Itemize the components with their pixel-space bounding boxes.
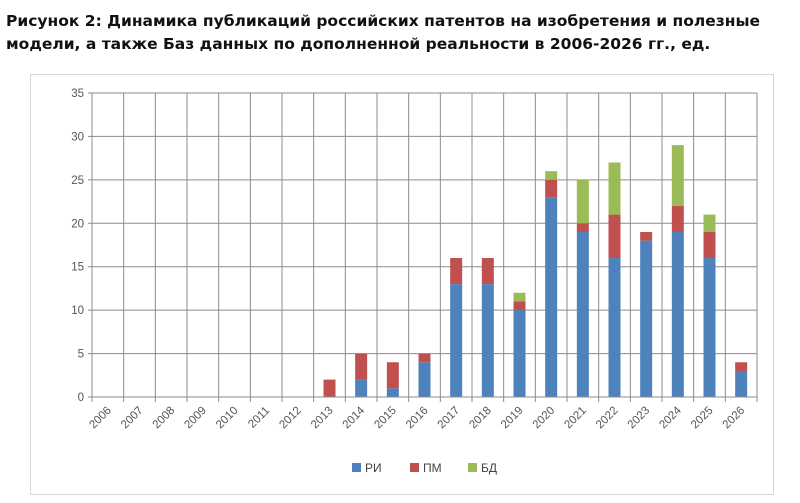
- bar-РИ-2020: [545, 197, 558, 397]
- y-tick-label: 0: [78, 392, 84, 404]
- legend-label: ПМ: [423, 461, 442, 475]
- x-tick-label: 2021: [562, 405, 589, 432]
- legend-swatch: [468, 463, 477, 472]
- x-tick-label: 2011: [246, 405, 272, 431]
- bar-ПМ-2020: [545, 179, 558, 198]
- x-tick-label: 2012: [277, 405, 304, 432]
- bar-РИ-2015: [386, 388, 399, 397]
- legend-swatch: [352, 463, 361, 472]
- bar-РИ-2017: [450, 284, 463, 397]
- bar-ПМ-2013: [323, 379, 336, 397]
- bar-РИ-2016: [418, 362, 431, 397]
- bar-РИ-2022: [608, 258, 621, 397]
- chart-title: Рисунок 2: Динамика публикаций российски…: [6, 12, 761, 53]
- x-tick-label: 2020: [531, 405, 558, 432]
- x-tick-label: 2009: [182, 405, 209, 432]
- x-tick-label: 2023: [626, 405, 653, 432]
- y-axis: 0 5 10 15 20 25 30 35: [71, 88, 93, 404]
- x-tick-label: 2025: [689, 405, 716, 432]
- bar-БД-2021: [576, 179, 589, 224]
- x-tick-label: 2022: [594, 405, 621, 432]
- bar-ПМ-2016: [418, 353, 431, 363]
- x-tick-label: 2016: [404, 405, 431, 432]
- bars: [323, 145, 748, 397]
- bar-ПМ-2019: [513, 301, 526, 311]
- x-tick-label: 2006: [87, 405, 114, 432]
- bar-РИ-2024: [671, 231, 684, 397]
- bar-ПМ-2021: [576, 223, 589, 232]
- y-tick-label: 5: [78, 349, 84, 361]
- bar-БД-2020: [545, 171, 558, 180]
- bar-РИ-2026: [735, 370, 748, 397]
- legend-swatch: [410, 463, 419, 472]
- y-tick-label: 15: [71, 262, 84, 274]
- bar-ПМ-2014: [355, 353, 368, 380]
- bar-РИ-2023: [640, 240, 653, 397]
- y-tick-label: 20: [71, 218, 84, 230]
- x-tick-label: 2015: [372, 405, 399, 432]
- y-tick-label: 35: [71, 88, 84, 100]
- chart-frame: [30, 74, 774, 495]
- bar-ПМ-2023: [640, 231, 653, 241]
- legend-label: РИ: [365, 461, 382, 475]
- bar-БД-2019: [513, 292, 526, 302]
- legend: РИ ПМ БД: [352, 461, 497, 475]
- y-tick-label: 25: [71, 175, 84, 187]
- x-axis: 2006 2007 2008 2009 2010 2011 2012 2013 2014 2015…: [87, 396, 757, 432]
- bar-ПМ-2022: [608, 214, 621, 259]
- x-tick-label: 2024: [657, 404, 684, 431]
- bar-РИ-2014: [355, 379, 368, 397]
- bar-БД-2025: [703, 214, 716, 232]
- bar-БД-2024: [671, 145, 684, 206]
- y-tick-label: 10: [71, 305, 84, 317]
- bar-РИ-2018: [481, 284, 494, 397]
- x-tick-label: 2026: [721, 405, 748, 432]
- bar-ПМ-2018: [481, 258, 494, 285]
- x-tick-label: 2019: [499, 405, 526, 432]
- grid-lines: [91, 92, 758, 402]
- bar-ПМ-2025: [703, 231, 716, 259]
- x-tick-label: 2018: [467, 405, 494, 432]
- bar-РИ-2019: [513, 310, 526, 397]
- bar-ПМ-2026: [735, 362, 748, 371]
- x-tick-label: 2013: [309, 405, 336, 432]
- y-tick-label: 30: [71, 131, 84, 143]
- x-tick-label: 2017: [436, 405, 463, 432]
- bar-ПМ-2017: [450, 258, 463, 285]
- x-tick-label: 2010: [214, 405, 241, 432]
- bar-ПМ-2015: [386, 362, 399, 389]
- bar-ПМ-2024: [671, 205, 684, 232]
- bar-РИ-2025: [703, 258, 716, 397]
- legend-label: БД: [481, 461, 497, 475]
- x-tick-label: 2014: [341, 404, 368, 431]
- x-tick-label: 2007: [119, 405, 146, 432]
- bar-БД-2022: [608, 162, 621, 215]
- x-tick-label: 2008: [151, 405, 178, 432]
- bar-РИ-2021: [576, 231, 589, 397]
